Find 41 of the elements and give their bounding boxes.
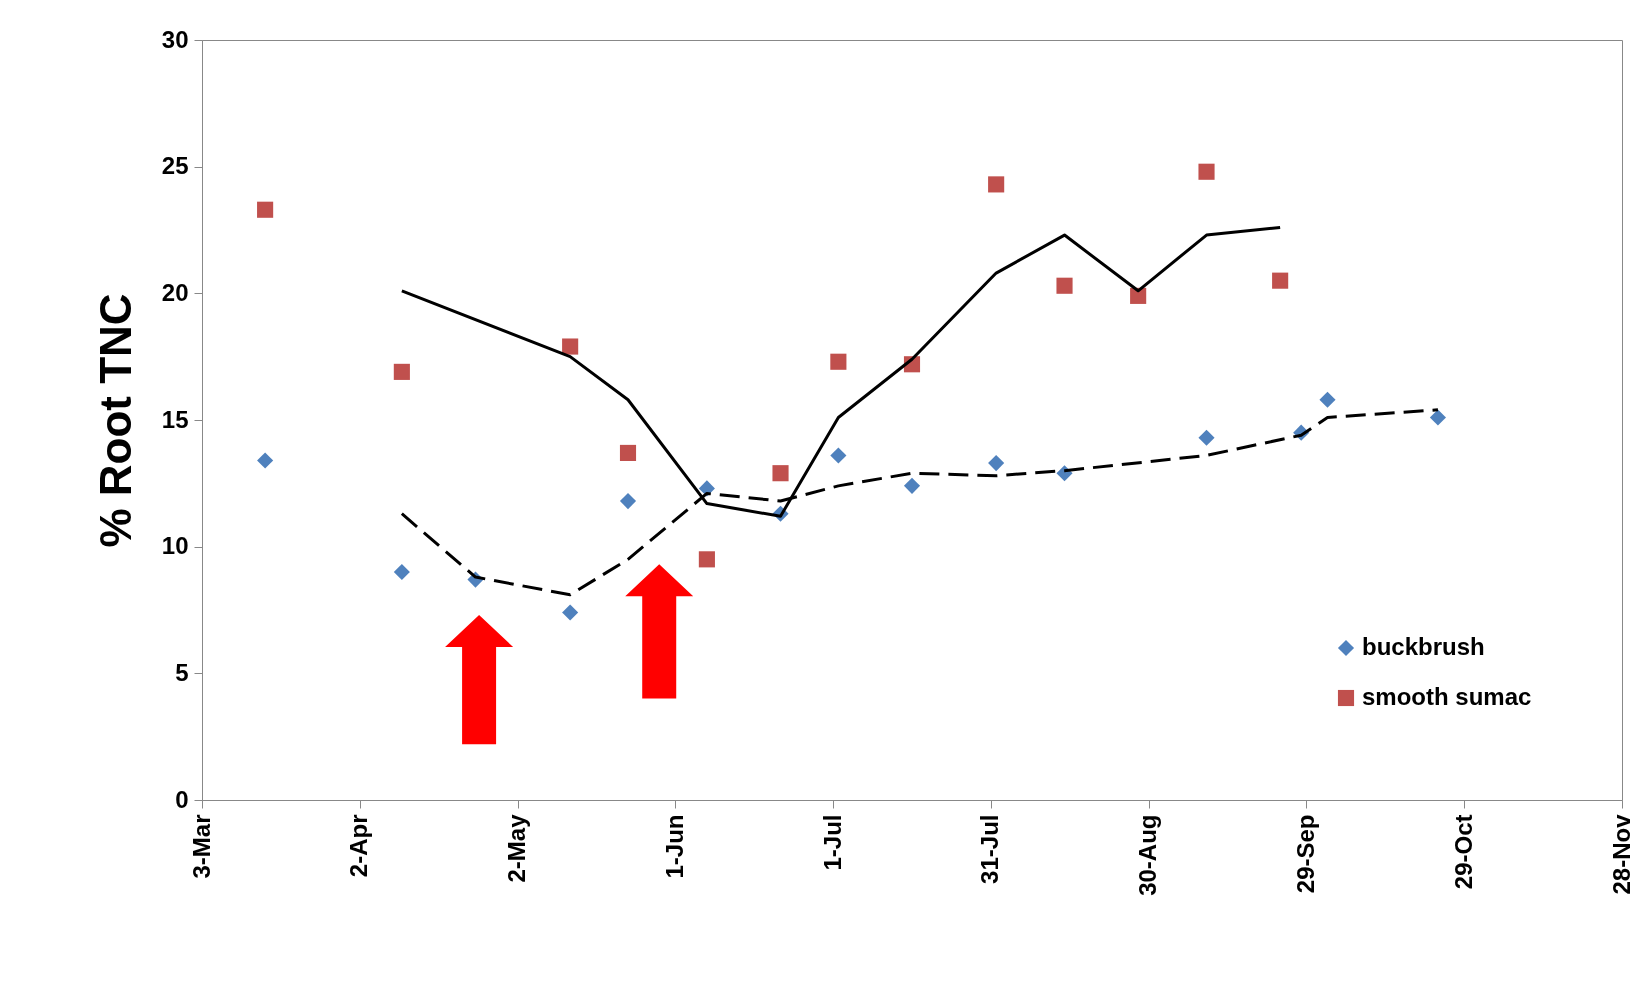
y-axis-title: % Root TNC <box>90 293 140 548</box>
point <box>619 493 637 510</box>
x-tick-label: 28-Nov <box>1607 813 1635 895</box>
point <box>393 363 410 380</box>
y-tick-label: 0 <box>175 785 189 813</box>
point <box>698 551 715 568</box>
point <box>988 176 1005 193</box>
point <box>619 444 637 461</box>
y-tick-label: 20 <box>161 278 189 306</box>
point <box>1272 272 1289 289</box>
y-tick-label: 5 <box>175 658 189 686</box>
x-tick-label: 31-Jul <box>976 814 1004 884</box>
x-tick-label: 3-Mar <box>187 814 215 879</box>
point <box>257 452 274 469</box>
y-tick-label: 25 <box>161 152 189 180</box>
point <box>830 447 847 464</box>
point <box>772 465 789 482</box>
point <box>903 477 921 494</box>
point <box>257 201 274 218</box>
y-tick-label: 30 <box>161 25 189 53</box>
point <box>830 353 847 370</box>
point <box>1429 409 1446 426</box>
x-tick-label: 2-Apr <box>345 814 373 878</box>
x-tick-label: 30-Aug <box>1134 814 1162 896</box>
point <box>562 338 579 355</box>
legend-label: buckbrush <box>1362 633 1485 660</box>
x-tick-label: 29-Oct <box>1449 814 1477 890</box>
x-tick-label: 1-Jul <box>818 814 846 871</box>
point <box>1319 391 1336 408</box>
point <box>988 455 1005 472</box>
x-tick-label: 2-May <box>503 813 531 883</box>
y-tick-label: 15 <box>161 405 189 433</box>
point <box>1198 429 1215 446</box>
legend-label: smooth sumac <box>1362 683 1532 710</box>
x-tick-label: 1-Jun <box>660 814 688 879</box>
y-tick-label: 10 <box>161 532 189 560</box>
x-tick-label: 29-Sep <box>1291 814 1319 894</box>
point <box>393 563 410 581</box>
point <box>1198 163 1215 180</box>
point <box>562 604 579 621</box>
point <box>1056 277 1073 294</box>
